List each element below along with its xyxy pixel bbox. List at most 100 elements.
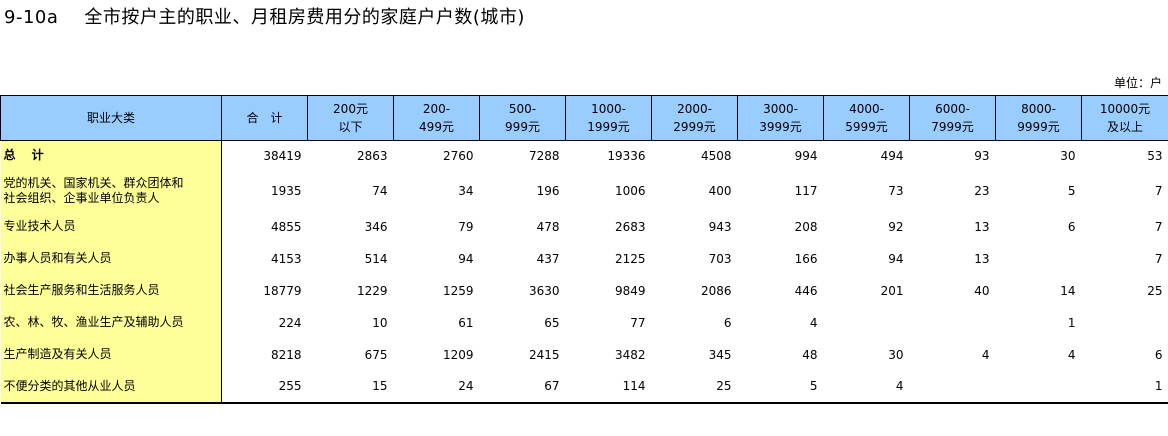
cell-value: 196 bbox=[536, 183, 560, 198]
header-rent-range: 200元 以下 bbox=[307, 95, 394, 141]
header-label-line1: 职业大类 bbox=[86, 111, 135, 125]
cell-value: 1209 bbox=[442, 347, 474, 362]
cell-value: 30 bbox=[1060, 148, 1076, 163]
header-label-line2: 5999元 bbox=[845, 120, 888, 134]
header-label-line1: 8000- bbox=[1021, 102, 1056, 116]
row-category-line: 办事人员和有关人员 bbox=[3, 251, 112, 265]
cell-value: 1229 bbox=[356, 283, 388, 298]
table-number: 9-10a bbox=[4, 7, 59, 28]
cell-value: 3482 bbox=[614, 347, 646, 362]
cell-value: 77 bbox=[630, 315, 646, 330]
cell-value: 2760 bbox=[442, 148, 474, 163]
header-rent-range: 2000- 2999元 bbox=[651, 95, 738, 141]
cell-value: 25 bbox=[1147, 283, 1163, 298]
cell-total: 4153 bbox=[270, 251, 302, 266]
header-label-line2: 3999元 bbox=[759, 120, 802, 134]
cell-value: 346 bbox=[364, 219, 388, 234]
header-label-line1: 500- bbox=[508, 102, 537, 116]
cell-value: 494 bbox=[880, 148, 904, 163]
header-label-line1: 6000- bbox=[935, 102, 970, 116]
cell-value bbox=[910, 307, 996, 339]
cell-value: 40 bbox=[974, 283, 990, 298]
cell-value: 208 bbox=[794, 219, 818, 234]
cell-value: 4 bbox=[809, 315, 818, 330]
cell-value: 4 bbox=[823, 370, 910, 404]
header-label-line2: 2999元 bbox=[673, 120, 716, 134]
table-row: 生产制造及有关人员 8218 675 1209 2415 3482 345 48 30 4 4 6 bbox=[0, 338, 1168, 371]
header-label-line2: 9999元 bbox=[1017, 120, 1060, 134]
cell-value: 400 bbox=[708, 183, 732, 198]
header-rent-range: 200- 499元 bbox=[393, 95, 480, 141]
cell-value: 61 bbox=[458, 315, 474, 330]
cell-value: 2125 bbox=[614, 251, 646, 266]
cell-value: 93 bbox=[974, 148, 990, 163]
header-label-line1: 1000- bbox=[591, 102, 626, 116]
cell-value bbox=[909, 370, 996, 404]
header-rent-range: 1000- 1999元 bbox=[565, 95, 652, 141]
row-category: 社会生产服务和生活服务人员 bbox=[0, 274, 222, 307]
row-category: 办事人员和有关人员 bbox=[0, 242, 222, 275]
cell-value: 1 bbox=[1067, 315, 1076, 330]
cell-value: 5 bbox=[737, 370, 824, 404]
cell-total: 224 bbox=[278, 315, 302, 330]
header-rent-range: 10000元 及以上 bbox=[1081, 95, 1168, 141]
cell-value: 13 bbox=[974, 219, 990, 234]
cell-value: 13 bbox=[974, 251, 990, 266]
cell-value: 3630 bbox=[528, 283, 560, 298]
header-rent-range: 8000- 9999元 bbox=[995, 95, 1082, 141]
cell-value: 437 bbox=[536, 251, 560, 266]
cell-total: 38419 bbox=[263, 148, 302, 163]
header-rent-range: 4000- 5999元 bbox=[823, 95, 910, 141]
header-label-line2: 999元 bbox=[505, 120, 540, 134]
header-label-line1: 200元 bbox=[333, 102, 368, 116]
cell-total: 8218 bbox=[270, 347, 302, 362]
header-rent-range: 6000- 7999元 bbox=[909, 95, 996, 141]
cell-value: 94 bbox=[888, 251, 904, 266]
header-rent-range: 3000- 3999元 bbox=[737, 95, 824, 141]
cell-total: 1935 bbox=[270, 183, 302, 198]
cell-value: 478 bbox=[536, 219, 560, 234]
row-category: 生产制造及有关人员 bbox=[0, 338, 222, 371]
cell-value: 994 bbox=[794, 148, 818, 163]
cell-value: 94 bbox=[458, 251, 474, 266]
row-category: 总 计 bbox=[0, 140, 222, 171]
cell-value: 2683 bbox=[614, 219, 646, 234]
row-category-line: 农、林、牧、渔业生产及辅助人员 bbox=[3, 315, 184, 329]
cell-value: 943 bbox=[708, 219, 732, 234]
table-header: 职业大类 合 计 200元 以下 200- 499元 500- 999元 1000- 1999元 2… bbox=[0, 95, 1168, 141]
row-category-line: 专业技术人员 bbox=[3, 219, 76, 233]
cell-value bbox=[1082, 307, 1168, 339]
header-label-line1: 200- bbox=[422, 102, 451, 116]
row-category-line: 党的机关、国家机关、群众团体和 bbox=[3, 175, 184, 190]
unit-label: 单位：户 bbox=[1113, 76, 1162, 90]
cell-total: 255 bbox=[221, 370, 308, 404]
cell-value: 703 bbox=[708, 251, 732, 266]
cell-value: 19336 bbox=[607, 148, 646, 163]
cell-value: 6 bbox=[1067, 219, 1076, 234]
cell-value: 25 bbox=[651, 370, 738, 404]
header-label-line1: 10000元 bbox=[1099, 102, 1151, 116]
cell-value bbox=[995, 370, 1082, 404]
table-row: 总 计 38419 2863 2760 7288 19336 4508 994 494 93 30 5… bbox=[0, 140, 1168, 171]
cell-value: 4 bbox=[1067, 347, 1076, 362]
cell-value: 73 bbox=[888, 183, 904, 198]
cell-value: 1 bbox=[1081, 370, 1168, 404]
cell-value: 201 bbox=[880, 283, 904, 298]
header-label-line1: 3000- bbox=[763, 102, 798, 116]
cell-value: 5 bbox=[1067, 183, 1076, 198]
cell-value: 1259 bbox=[442, 283, 474, 298]
cell-value: 34 bbox=[458, 183, 474, 198]
row-category: 党的机关、国家机关、群众团体和 社会组织、企事业单位负责人 bbox=[0, 170, 222, 211]
header-label-line1: 2000- bbox=[677, 102, 712, 116]
cell-value: 675 bbox=[364, 347, 388, 362]
cell-value: 6 bbox=[723, 315, 732, 330]
cell-value: 24 bbox=[393, 370, 480, 404]
cell-value: 117 bbox=[794, 183, 818, 198]
cell-value: 2415 bbox=[528, 347, 560, 362]
cell-value: 23 bbox=[974, 183, 990, 198]
row-category-line: 总 计 bbox=[3, 148, 50, 163]
header-label-line2: 499元 bbox=[419, 120, 454, 134]
cell-value: 7288 bbox=[528, 148, 560, 163]
table-row: 党的机关、国家机关、群众团体和 社会组织、企事业单位负责人 1935 74 34 196… bbox=[0, 170, 1168, 211]
header-row: 职业大类 合 计 200元 以下 200- 499元 500- 999元 1000- 1999元 2… bbox=[0, 95, 1168, 141]
